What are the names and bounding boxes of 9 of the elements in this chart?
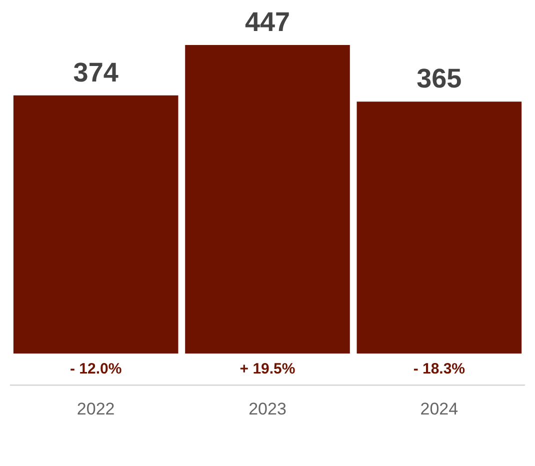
x-tick-label: 2022 bbox=[76, 399, 115, 418]
data-label: 365 bbox=[416, 64, 462, 94]
data-label: 374 bbox=[73, 57, 118, 88]
x-tick-label: 2023 bbox=[248, 399, 286, 418]
text: + 19.5% bbox=[240, 360, 296, 378]
text: - 18.3% bbox=[413, 360, 466, 378]
x-tick-label: 2024 bbox=[420, 399, 458, 418]
data-label: 447 bbox=[244, 6, 290, 37]
text: - 12.0% bbox=[70, 360, 122, 378]
